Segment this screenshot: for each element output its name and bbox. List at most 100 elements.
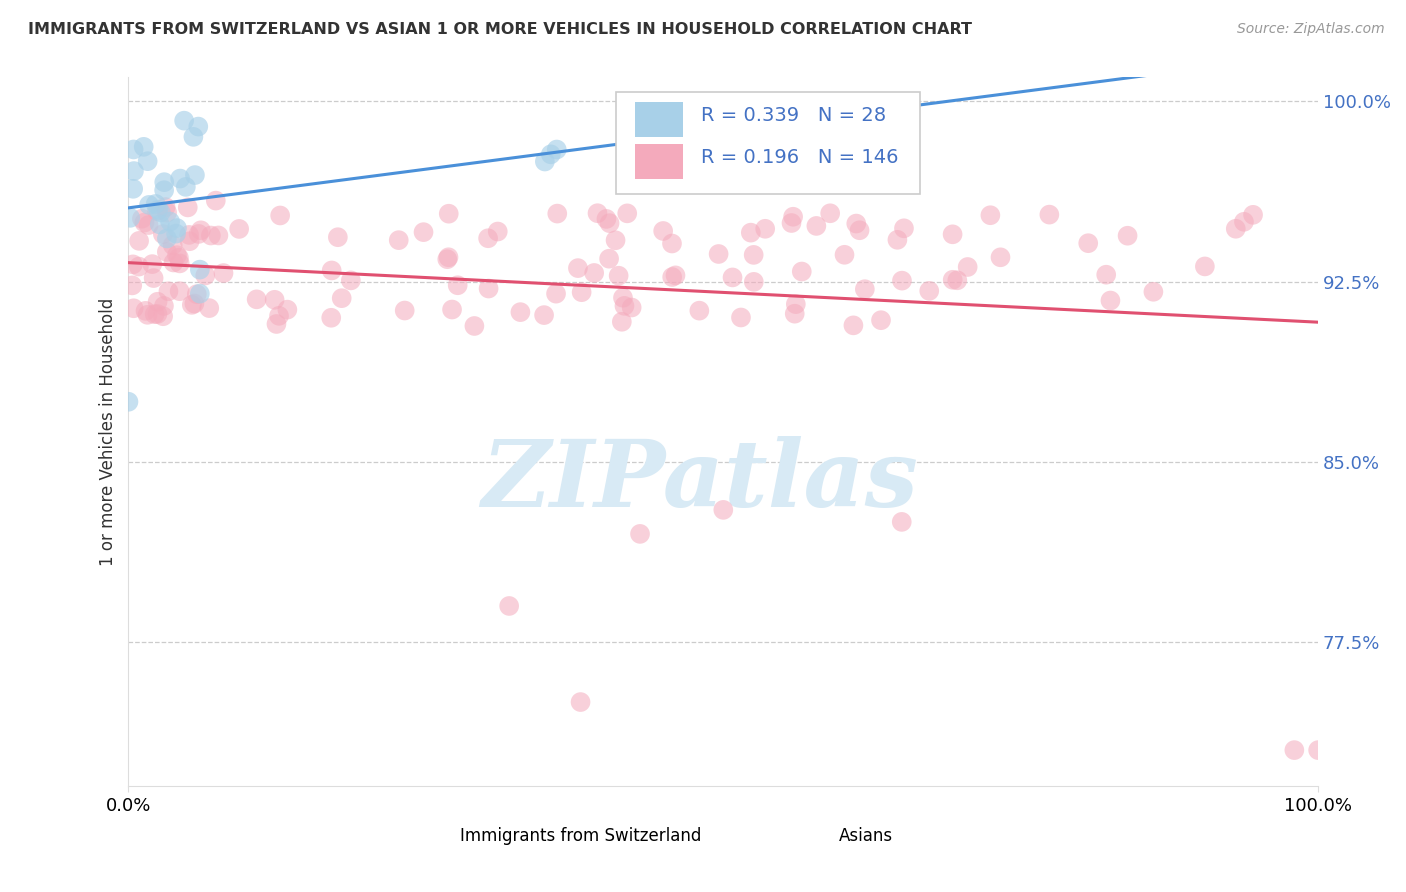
Point — [159, 214, 181, 228]
Point — [661, 270, 683, 285]
Point — [628, 527, 651, 541]
Point — [783, 307, 806, 321]
Point — [478, 281, 501, 295]
Point — [586, 206, 609, 220]
Point — [918, 284, 941, 298]
Point — [173, 113, 195, 128]
Point — [128, 260, 150, 274]
Point — [1308, 743, 1330, 757]
Point — [266, 317, 288, 331]
Point — [780, 216, 803, 230]
Point — [212, 266, 235, 280]
Point — [571, 285, 593, 300]
Point — [177, 201, 200, 215]
Point — [204, 194, 226, 208]
Point — [246, 293, 269, 307]
Point — [740, 226, 762, 240]
Point — [730, 310, 752, 325]
Point — [437, 250, 460, 264]
Point — [956, 260, 979, 274]
Point — [886, 233, 908, 247]
Point — [890, 515, 912, 529]
Point — [806, 219, 828, 233]
Point — [131, 211, 153, 226]
Point — [595, 211, 617, 226]
FancyBboxPatch shape — [636, 145, 683, 179]
Point — [143, 307, 166, 321]
Point — [437, 207, 460, 221]
Point — [790, 264, 813, 278]
Point — [138, 198, 160, 212]
Point — [845, 217, 868, 231]
Point — [153, 183, 176, 197]
Point — [891, 274, 914, 288]
Point — [661, 236, 683, 251]
Point — [166, 248, 188, 262]
Point — [607, 268, 630, 283]
Text: Immigrants from Switzerland: Immigrants from Switzerland — [460, 827, 702, 845]
Point — [842, 318, 865, 333]
Point — [146, 294, 169, 309]
Point — [179, 234, 201, 248]
Point — [136, 154, 159, 169]
Point — [509, 305, 531, 319]
Point — [162, 255, 184, 269]
Point — [263, 293, 285, 307]
Point — [156, 205, 179, 219]
Point — [157, 285, 180, 299]
Point — [498, 599, 520, 613]
Point — [1116, 228, 1139, 243]
Point — [132, 140, 155, 154]
Point — [1142, 285, 1164, 299]
Point — [990, 250, 1012, 264]
Point — [754, 221, 776, 235]
Point — [412, 225, 434, 239]
Point — [870, 313, 893, 327]
Point — [436, 252, 458, 267]
Point — [149, 218, 172, 232]
Point — [207, 228, 229, 243]
Point — [269, 209, 291, 223]
Point — [834, 248, 856, 262]
Point — [156, 244, 179, 259]
Point — [782, 210, 804, 224]
Point — [184, 168, 207, 182]
Y-axis label: 1 or more Vehicles in Household: 1 or more Vehicles in Household — [100, 298, 117, 566]
Point — [848, 223, 870, 237]
Point — [152, 227, 174, 241]
FancyBboxPatch shape — [484, 819, 540, 847]
Point — [979, 208, 1001, 222]
Point — [200, 228, 222, 243]
Point — [486, 225, 509, 239]
Text: Source: ZipAtlas.com: Source: ZipAtlas.com — [1237, 22, 1385, 37]
Point — [187, 120, 209, 134]
Point — [162, 238, 184, 252]
Point — [567, 261, 589, 276]
Point — [276, 302, 298, 317]
Point — [179, 227, 201, 242]
Point — [156, 231, 179, 245]
Point — [546, 143, 568, 157]
Point — [152, 310, 174, 324]
Point — [165, 227, 187, 241]
Point — [742, 248, 765, 262]
Point — [946, 273, 969, 287]
Point — [1194, 260, 1216, 274]
Point — [540, 147, 562, 161]
Point — [721, 270, 744, 285]
Point — [599, 216, 621, 230]
Point — [853, 282, 876, 296]
Point — [167, 251, 190, 265]
Point — [194, 268, 217, 283]
Point — [388, 233, 411, 247]
Point — [122, 182, 145, 196]
Point — [146, 204, 169, 219]
Point — [394, 303, 416, 318]
Point — [1099, 293, 1122, 308]
Point — [326, 230, 349, 244]
Point — [145, 197, 167, 211]
Point — [122, 164, 145, 178]
Point — [169, 256, 191, 270]
Point — [169, 284, 191, 298]
Point — [441, 302, 464, 317]
